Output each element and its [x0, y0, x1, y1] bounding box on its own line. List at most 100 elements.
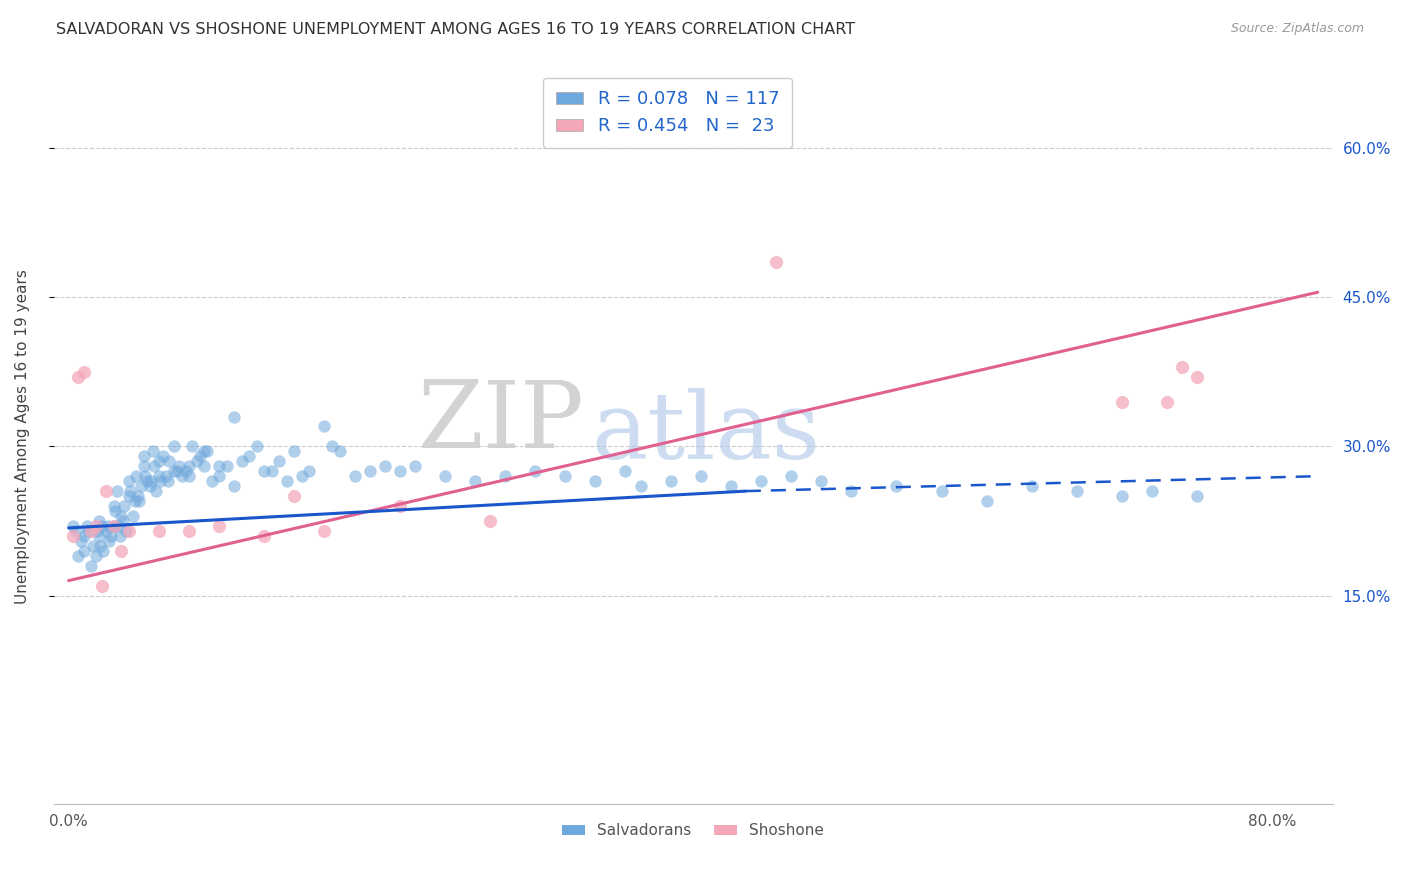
Shoshone — [118, 524, 141, 538]
Salvadorans — [321, 439, 343, 453]
Shoshone — [1156, 394, 1178, 409]
Shoshone — [103, 519, 125, 533]
Salvadorans — [689, 469, 711, 483]
Salvadorans — [224, 479, 246, 493]
Salvadorans — [86, 524, 108, 538]
Salvadorans — [156, 474, 179, 488]
Salvadorans — [103, 519, 125, 533]
Salvadorans — [135, 474, 157, 488]
Salvadorans — [328, 444, 350, 458]
Salvadorans — [73, 543, 96, 558]
Shoshone — [148, 524, 170, 538]
Salvadorans — [127, 489, 149, 503]
Salvadorans — [111, 514, 134, 528]
Salvadorans — [62, 519, 84, 533]
Salvadorans — [195, 444, 218, 458]
Shoshone — [1171, 359, 1194, 374]
Text: atlas: atlas — [591, 388, 820, 478]
Shoshone — [62, 529, 84, 543]
Shoshone — [765, 255, 787, 269]
Salvadorans — [80, 558, 103, 573]
Shoshone — [73, 365, 96, 379]
Shoshone — [110, 543, 132, 558]
Salvadorans — [524, 464, 547, 478]
Salvadorans — [124, 494, 146, 508]
Shoshone — [314, 524, 336, 538]
Salvadorans — [464, 474, 486, 488]
Salvadorans — [166, 464, 188, 478]
Salvadorans — [134, 469, 156, 483]
Salvadorans — [720, 479, 742, 493]
Shoshone — [80, 524, 103, 538]
Salvadorans — [298, 464, 321, 478]
Salvadorans — [107, 519, 129, 533]
Text: ZIP: ZIP — [418, 376, 585, 467]
Salvadorans — [65, 524, 87, 538]
Salvadorans — [839, 484, 862, 499]
Salvadorans — [238, 450, 260, 464]
Shoshone — [96, 484, 118, 499]
Salvadorans — [1140, 484, 1163, 499]
Shoshone — [253, 529, 276, 543]
Salvadorans — [159, 454, 181, 468]
Salvadorans — [96, 524, 118, 538]
Salvadorans — [69, 533, 91, 548]
Salvadorans — [104, 504, 127, 518]
Salvadorans — [89, 539, 111, 553]
Salvadorans — [118, 474, 141, 488]
Salvadorans — [886, 479, 908, 493]
Salvadorans — [149, 474, 172, 488]
Salvadorans — [152, 450, 174, 464]
Salvadorans — [177, 469, 200, 483]
Shoshone — [1187, 369, 1209, 384]
Salvadorans — [193, 459, 215, 474]
Salvadorans — [749, 474, 772, 488]
Shoshone — [388, 499, 411, 513]
Shoshone — [66, 369, 89, 384]
Salvadorans — [659, 474, 682, 488]
Shoshone — [479, 514, 502, 528]
Salvadorans — [231, 454, 253, 468]
Salvadorans — [433, 469, 456, 483]
Salvadorans — [374, 459, 396, 474]
Salvadorans — [246, 439, 269, 453]
Salvadorans — [359, 464, 381, 478]
Salvadorans — [103, 499, 125, 513]
Salvadorans — [91, 543, 114, 558]
Salvadorans — [128, 494, 150, 508]
Salvadorans — [931, 484, 953, 499]
Salvadorans — [177, 459, 200, 474]
Salvadorans — [122, 508, 145, 523]
Salvadorans — [215, 459, 238, 474]
Salvadorans — [388, 464, 411, 478]
Salvadorans — [583, 474, 606, 488]
Salvadorans — [97, 519, 120, 533]
Salvadorans — [155, 469, 177, 483]
Salvadorans — [614, 464, 637, 478]
Salvadorans — [554, 469, 576, 483]
Salvadorans — [87, 529, 110, 543]
Salvadorans — [139, 479, 162, 493]
Salvadorans — [276, 474, 298, 488]
Salvadorans — [132, 459, 155, 474]
Salvadorans — [201, 474, 224, 488]
Salvadorans — [314, 419, 336, 434]
Salvadorans — [90, 519, 112, 533]
Shoshone — [1111, 394, 1133, 409]
Salvadorans — [115, 524, 138, 538]
Salvadorans — [110, 508, 132, 523]
Salvadorans — [125, 469, 148, 483]
Salvadorans — [76, 519, 98, 533]
Salvadorans — [780, 469, 803, 483]
Shoshone — [283, 489, 305, 503]
Salvadorans — [208, 469, 231, 483]
Salvadorans — [494, 469, 516, 483]
Salvadorans — [66, 549, 89, 563]
Salvadorans — [224, 409, 246, 424]
Text: SALVADORAN VS SHOSHONE UNEMPLOYMENT AMONG AGES 16 TO 19 YEARS CORRELATION CHART: SALVADORAN VS SHOSHONE UNEMPLOYMENT AMON… — [56, 22, 855, 37]
Salvadorans — [1021, 479, 1043, 493]
Salvadorans — [283, 444, 305, 458]
Salvadorans — [208, 459, 231, 474]
Salvadorans — [170, 469, 193, 483]
Salvadorans — [84, 549, 107, 563]
